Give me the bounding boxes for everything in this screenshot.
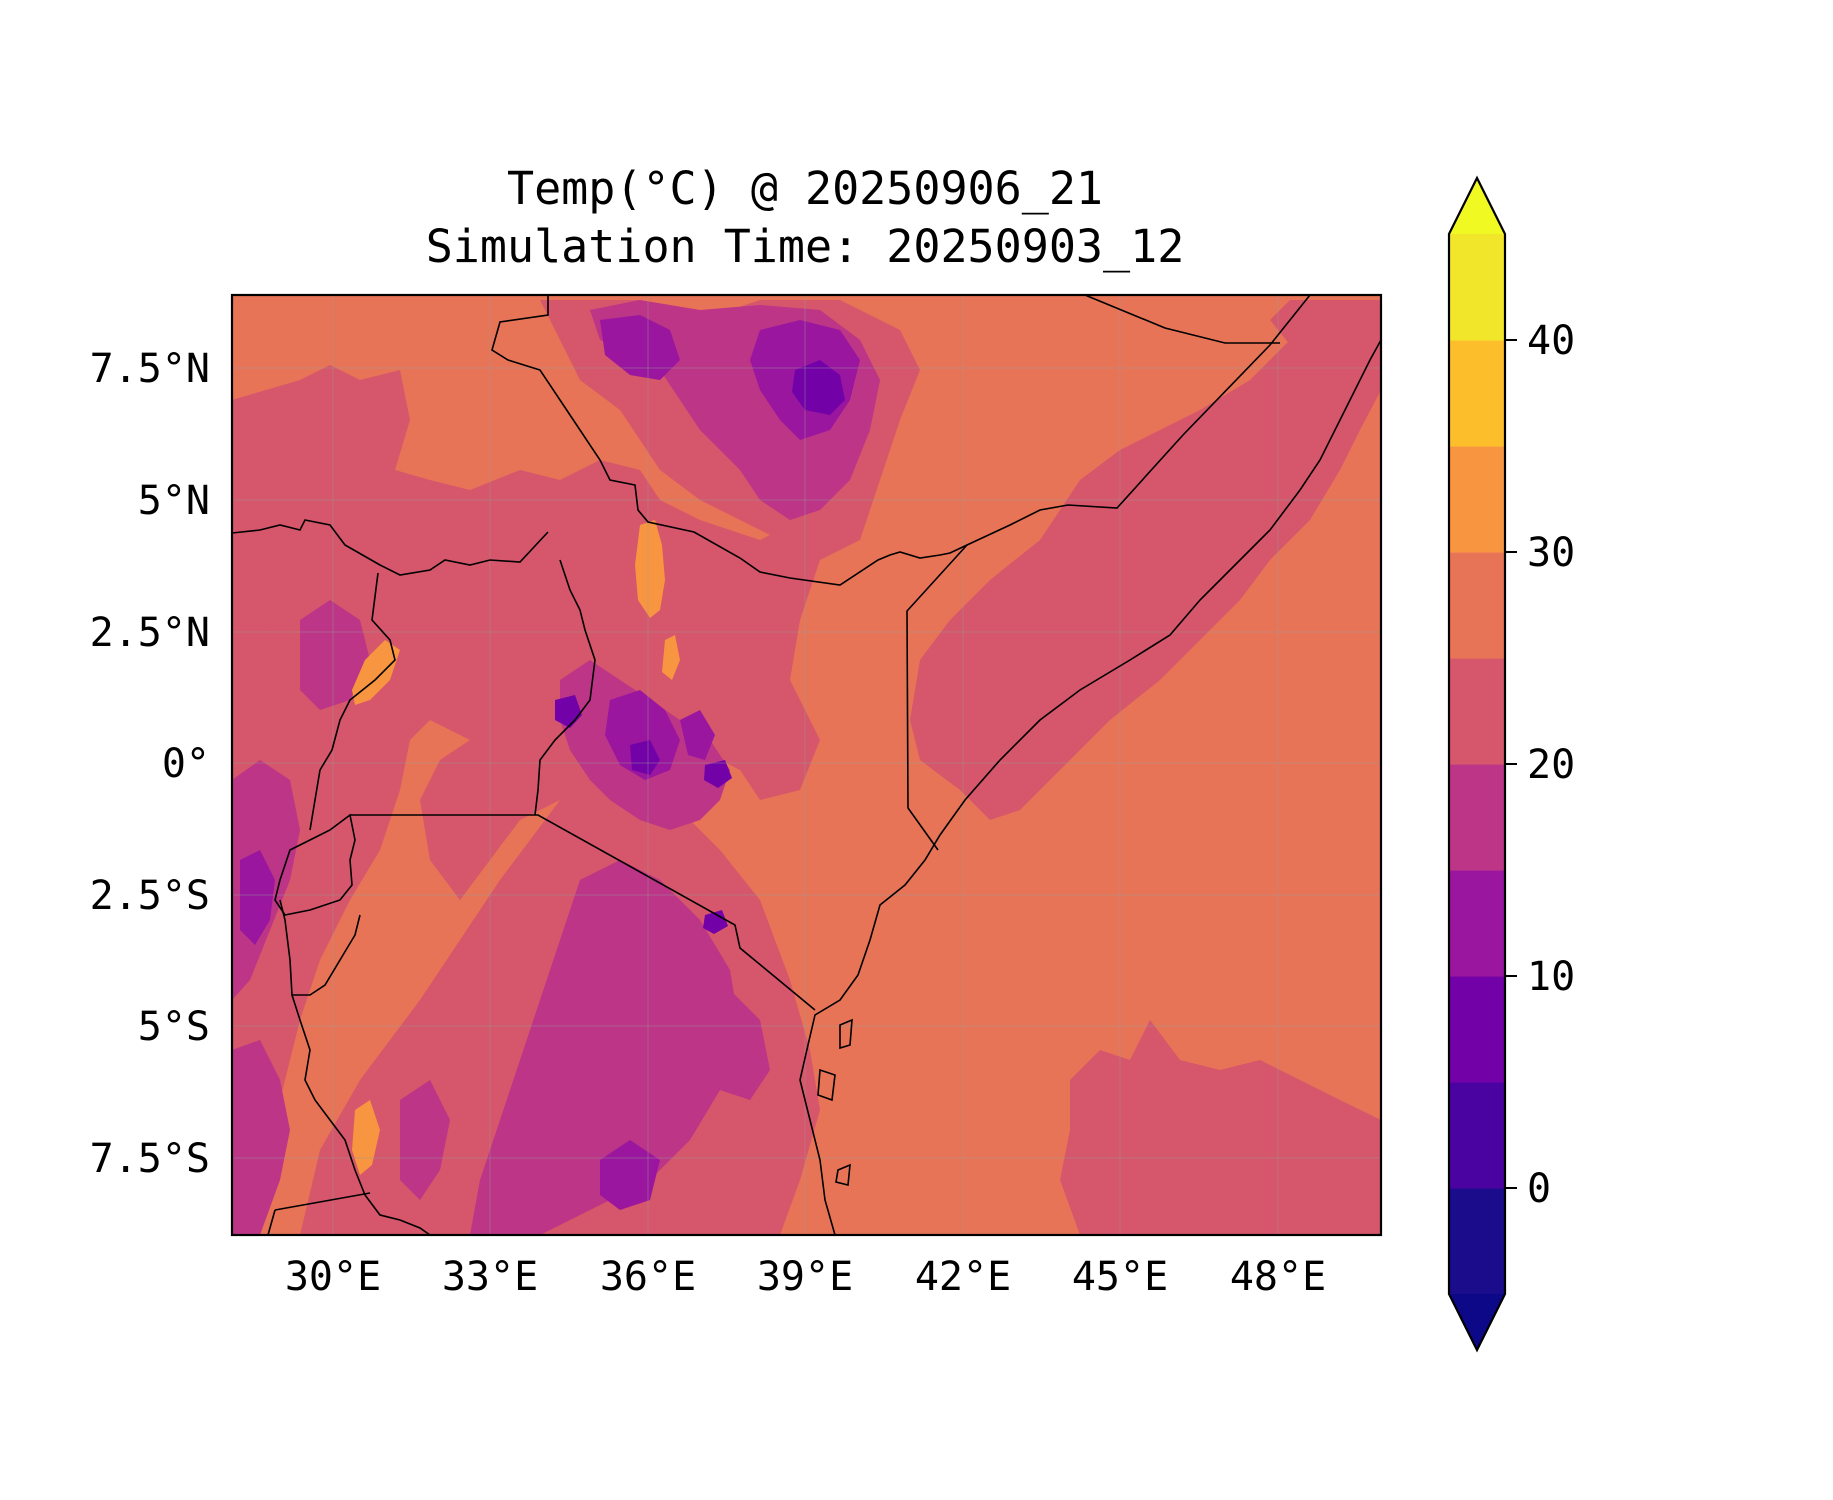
x-tick-label: 36°E [600,1254,696,1300]
colorbar-outline [1447,175,1507,1353]
colorbar-segment [1449,552,1505,659]
colorbar-segment [1449,1188,1505,1295]
map-frame [230,293,1383,1237]
y-tick-label: 2.5°N [90,610,210,656]
y-tick-label: 0° [162,741,210,787]
x-tick-label: 45°E [1072,1254,1168,1300]
colorbar-segment [1449,234,1505,341]
title-line-1: Temp(°C) @ 20250906_21 [506,162,1104,215]
x-tick-label: 42°E [915,1254,1011,1300]
colorbar-segment [1449,976,1505,1083]
colorbar-tick-label: 30 [1527,530,1575,576]
colorbar-segment [1449,446,1505,553]
colorbar-segment [1449,340,1505,447]
temperature-map [232,295,1381,1235]
plot-title: Temp(°C) @ 20250906_21 Simulation Time: … [230,160,1380,276]
y-tick-label: 2.5°S [90,873,210,919]
contour-15-20 [232,300,880,1235]
x-tick-label: 48°E [1230,1254,1326,1300]
colorbar-under-arrow [1449,1294,1505,1350]
y-axis-ticks: 7.5°N 5°N 2.5°N 0° 2.5°S 5°S 7.5°S [90,346,210,1182]
colorbar-over-arrow [1449,178,1505,234]
grid-lines [232,295,1381,1235]
y-tick-label: 5°S [138,1004,210,1050]
y-tick-label: 5°N [138,478,210,524]
colorbar-tick-label: 20 [1527,742,1575,788]
x-tick-label: 39°E [757,1254,853,1300]
colorbar-tick-label: 0 [1527,1166,1551,1212]
x-axis-ticks: 30°E 33°E 36°E 39°E 42°E 45°E 48°E [285,1254,1326,1300]
y-tick-label: 7.5°S [90,1136,210,1182]
colorbar-tick-label: 10 [1527,954,1575,1000]
country-borders [232,295,1381,1235]
y-tick-label: 7.5°N [90,346,210,392]
colorbar-segment [1449,1082,1505,1189]
colorbar-tick-label: 40 [1527,318,1575,364]
colorbar-segment [1449,658,1505,765]
title-line-2: Simulation Time: 20250903_12 [425,220,1185,273]
x-tick-label: 30°E [285,1254,381,1300]
colorbar-segment [1449,870,1505,977]
colorbar: 0 10 20 30 40 [1447,175,1575,1353]
x-tick-label: 33°E [442,1254,538,1300]
colorbar-segment [1449,764,1505,871]
